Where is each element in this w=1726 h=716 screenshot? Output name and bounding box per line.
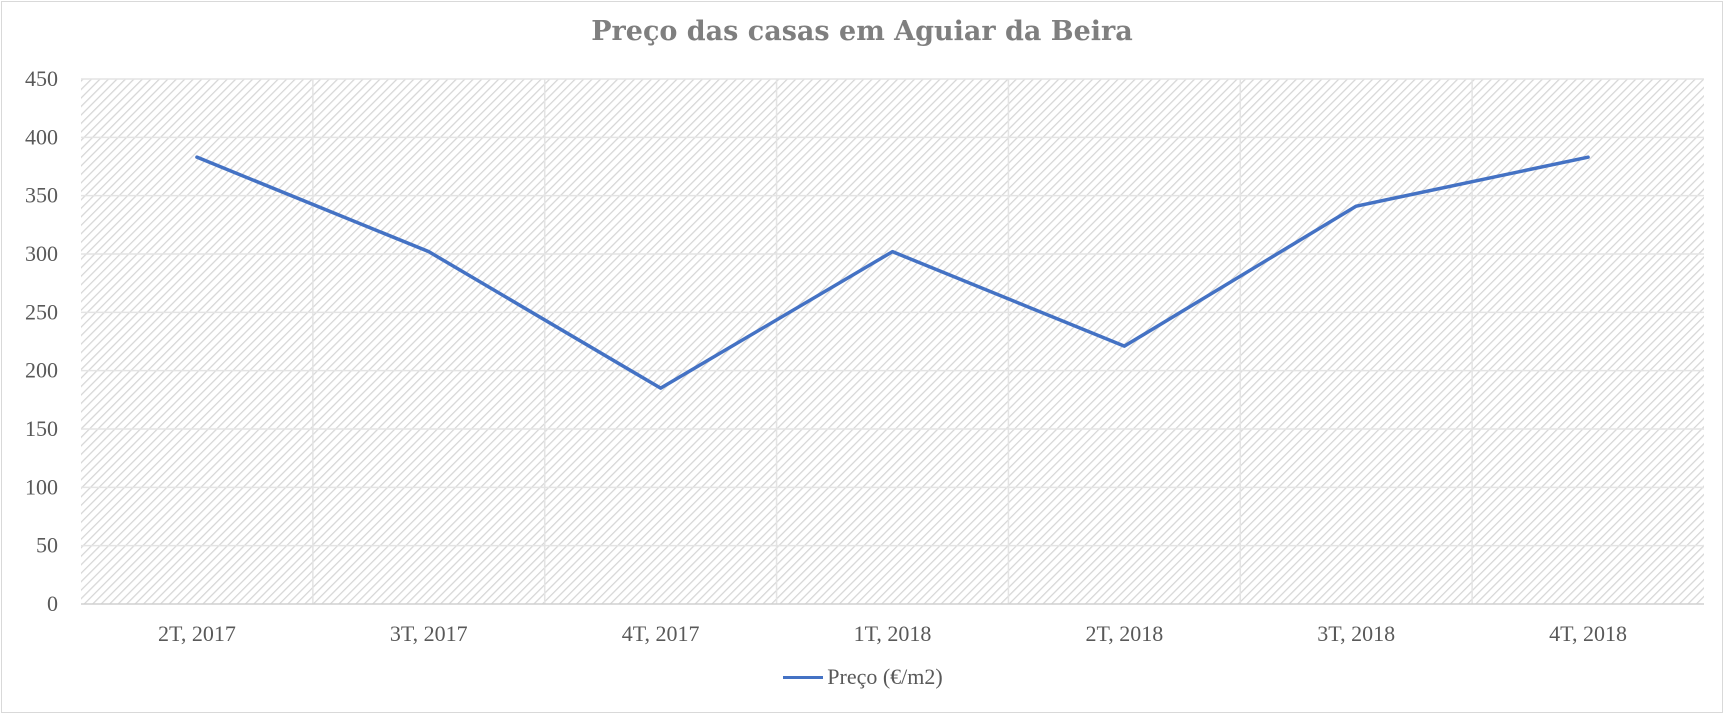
vertical-gridlines: [312, 79, 1473, 604]
chart-title: Preço das casas em Aguiar da Beira: [591, 16, 1133, 47]
y-tick-label: 400: [25, 124, 58, 149]
x-tick-label: 1T, 2018: [854, 621, 932, 646]
y-tick-label: 150: [25, 416, 58, 441]
x-tick-label: 2T, 2017: [158, 621, 236, 646]
legend-label: Preço (€/m2): [827, 664, 943, 689]
y-tick-label: 250: [25, 299, 58, 324]
y-tick-label: 100: [25, 474, 58, 499]
x-tick-label: 3T, 2018: [1317, 621, 1395, 646]
legend: Preço (€/m2): [0, 664, 1726, 690]
horizontal-gridlines: [81, 78, 1704, 547]
x-tick-label: 4T, 2018: [1549, 621, 1627, 646]
y-axis-ticks: 0 50 100 150 200 250 300 350 400 450: [25, 66, 58, 616]
x-tick-label: 4T, 2017: [622, 621, 700, 646]
x-tick-label: 2T, 2018: [1085, 621, 1163, 646]
plot-area: [81, 79, 1704, 604]
y-tick-label: 50: [36, 533, 58, 558]
x-axis-ticks: 2T, 2017 3T, 2017 4T, 2017 1T, 2018 2T, 2018…: [158, 621, 1627, 646]
y-tick-label: 450: [25, 66, 58, 91]
y-tick-label: 0: [47, 591, 58, 616]
y-tick-label: 300: [25, 241, 58, 266]
series-lines: [195, 155, 1590, 390]
x-tick-label: 3T, 2017: [390, 621, 468, 646]
y-tick-label: 350: [25, 183, 58, 208]
y-tick-label: 200: [25, 358, 58, 383]
legend-swatch: [783, 675, 824, 679]
